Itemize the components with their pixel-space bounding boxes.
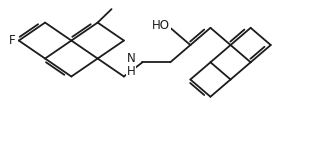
Text: H: H: [127, 65, 135, 78]
Text: N: N: [127, 51, 135, 65]
Text: HO: HO: [152, 19, 170, 32]
Text: F: F: [9, 34, 16, 47]
